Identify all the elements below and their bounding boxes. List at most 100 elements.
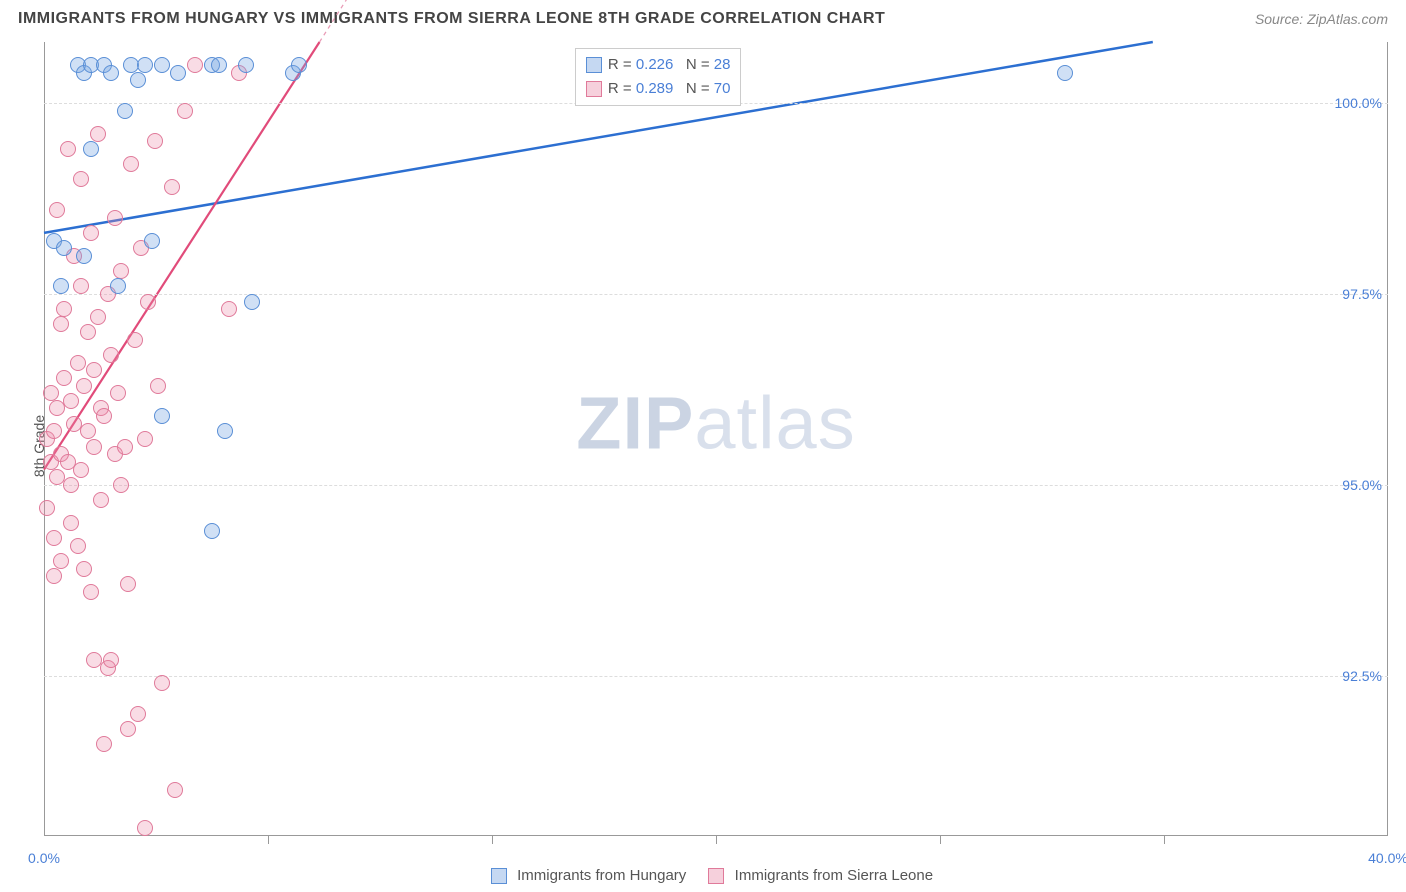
data-point — [147, 133, 163, 149]
data-point — [86, 439, 102, 455]
data-point — [244, 294, 260, 310]
data-point — [76, 248, 92, 264]
data-point — [73, 278, 89, 294]
data-point — [144, 233, 160, 249]
legend-swatch-sierra-leone — [708, 868, 724, 884]
data-point — [83, 141, 99, 157]
legend-row: R = 0.289 N = 70 — [586, 77, 731, 101]
data-point — [137, 820, 153, 836]
data-point — [56, 370, 72, 386]
data-point — [150, 378, 166, 394]
data-point — [103, 652, 119, 668]
data-point — [103, 65, 119, 81]
data-point — [80, 324, 96, 340]
legend-swatch-hungary — [491, 868, 507, 884]
bottom-legend: Immigrants from Hungary Immigrants from … — [0, 867, 1406, 884]
data-point — [221, 301, 237, 317]
y-tick-label: 100.0% — [1335, 95, 1382, 111]
data-point — [86, 362, 102, 378]
data-point — [73, 171, 89, 187]
data-point — [117, 103, 133, 119]
legend-row: R = 0.226 N = 28 — [586, 53, 731, 77]
data-point — [110, 385, 126, 401]
x-tick-label: 0.0% — [28, 850, 60, 866]
data-point — [63, 515, 79, 531]
data-point — [1057, 65, 1073, 81]
data-point — [103, 347, 119, 363]
data-point — [60, 141, 76, 157]
data-point — [170, 65, 186, 81]
data-point — [291, 57, 307, 73]
data-point — [49, 202, 65, 218]
data-point — [113, 263, 129, 279]
x-tick-label: 40.0% — [1368, 850, 1406, 866]
data-point — [63, 477, 79, 493]
x-tick — [716, 836, 717, 844]
data-point — [83, 225, 99, 241]
gridline — [44, 676, 1388, 677]
data-point — [53, 316, 69, 332]
data-point — [70, 538, 86, 554]
data-point — [56, 240, 72, 256]
y-tick-label: 97.5% — [1342, 286, 1382, 302]
data-point — [217, 423, 233, 439]
data-point — [110, 278, 126, 294]
data-point — [96, 408, 112, 424]
data-point — [46, 530, 62, 546]
data-point — [154, 57, 170, 73]
data-point — [120, 576, 136, 592]
data-point — [76, 378, 92, 394]
y-tick-label: 92.5% — [1342, 668, 1382, 684]
data-point — [63, 393, 79, 409]
data-point — [154, 675, 170, 691]
data-point — [76, 561, 92, 577]
data-point — [96, 736, 112, 752]
data-point — [39, 500, 55, 516]
data-point — [130, 72, 146, 88]
data-point — [154, 408, 170, 424]
data-point — [46, 568, 62, 584]
data-point — [167, 782, 183, 798]
y-tick-label: 95.0% — [1342, 477, 1382, 493]
trend-lines — [44, 42, 1388, 836]
correlation-legend: R = 0.226 N = 28R = 0.289 N = 70 — [575, 48, 742, 106]
gridline — [44, 294, 1388, 295]
legend-label-sierra-leone: Immigrants from Sierra Leone — [735, 867, 933, 884]
data-point — [107, 210, 123, 226]
data-point — [177, 103, 193, 119]
data-point — [211, 57, 227, 73]
data-point — [137, 57, 153, 73]
x-tick — [492, 836, 493, 844]
chart-title: IMMIGRANTS FROM HUNGARY VS IMMIGRANTS FR… — [18, 10, 885, 28]
data-point — [56, 301, 72, 317]
data-point — [204, 523, 220, 539]
data-point — [43, 385, 59, 401]
scatter-chart: ZIPatlas 92.5%95.0%97.5%100.0%0.0%40.0%R… — [44, 42, 1388, 836]
data-point — [113, 477, 129, 493]
data-point — [120, 721, 136, 737]
data-point — [90, 309, 106, 325]
data-point — [46, 423, 62, 439]
data-point — [93, 492, 109, 508]
source-attribution: Source: ZipAtlas.com — [1255, 11, 1388, 27]
data-point — [53, 278, 69, 294]
data-point — [117, 439, 133, 455]
data-point — [53, 553, 69, 569]
data-point — [187, 57, 203, 73]
data-point — [90, 126, 106, 142]
data-point — [140, 294, 156, 310]
data-point — [123, 156, 139, 172]
data-point — [238, 57, 254, 73]
x-tick — [268, 836, 269, 844]
gridline — [44, 485, 1388, 486]
data-point — [130, 706, 146, 722]
data-point — [83, 584, 99, 600]
data-point — [127, 332, 143, 348]
data-point — [164, 179, 180, 195]
legend-label-hungary: Immigrants from Hungary — [517, 867, 686, 884]
data-point — [70, 355, 86, 371]
data-point — [137, 431, 153, 447]
x-tick — [940, 836, 941, 844]
data-point — [73, 462, 89, 478]
x-tick — [1164, 836, 1165, 844]
